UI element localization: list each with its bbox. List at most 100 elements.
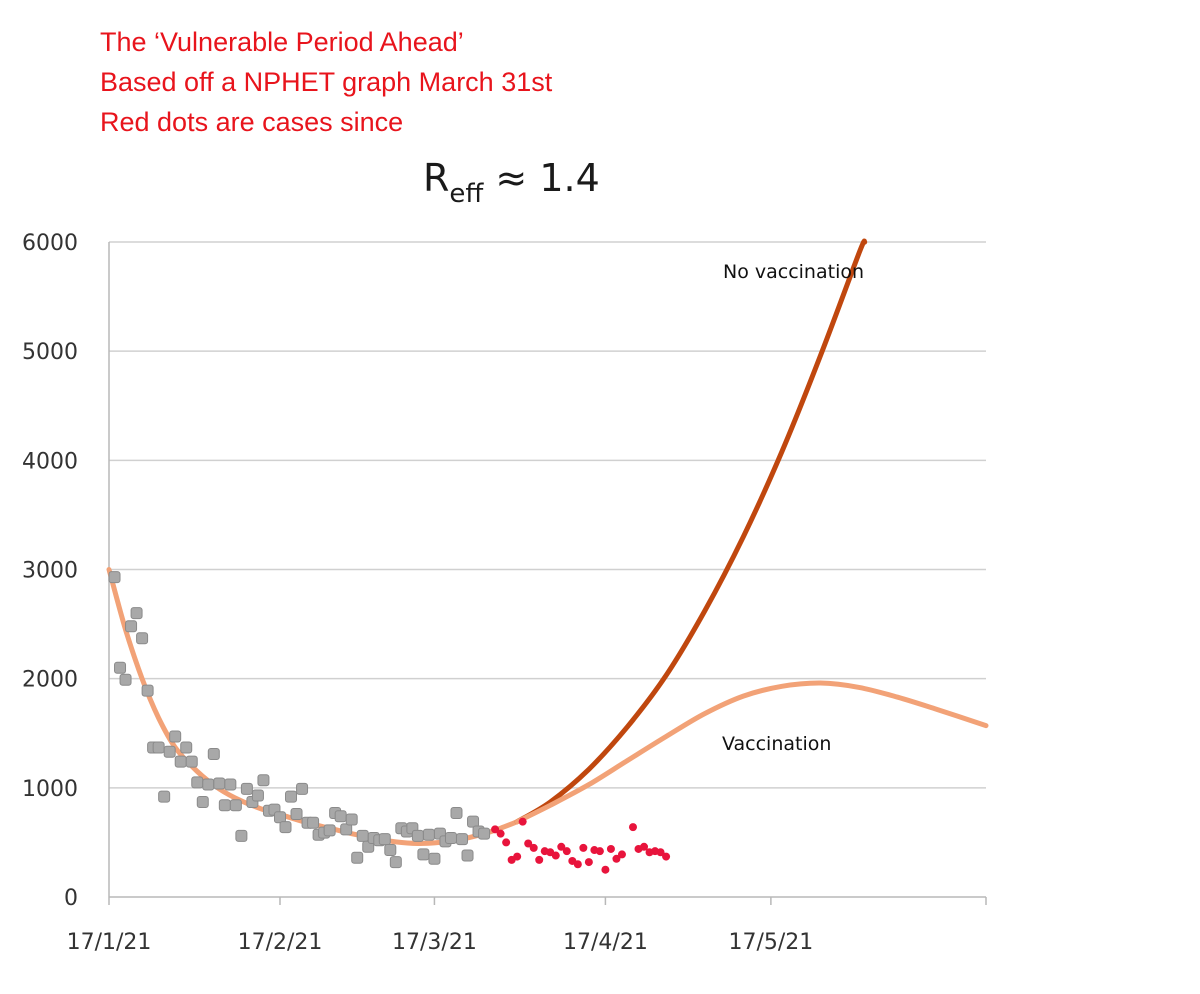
data-point-recent [524, 839, 533, 848]
series-points [108, 571, 671, 874]
data-point-historical [450, 806, 463, 819]
y-tick-labels: 0 1000 2000 3000 4000 5000 6000 [22, 231, 78, 911]
data-point-historical [356, 829, 369, 842]
data-point-historical [257, 774, 270, 787]
data-point-historical [119, 673, 132, 686]
caption-line-title: The ‘Vulnerable Period Ahead’ [100, 27, 464, 57]
data-point-historical [163, 745, 176, 758]
series-lines [106, 238, 989, 847]
y-tick-label: 1000 [22, 777, 78, 802]
y-tick-label: 0 [64, 886, 78, 911]
data-point-historical [417, 848, 430, 861]
annotation-no-vaccination: No vaccination [723, 261, 864, 283]
data-point-historical [196, 796, 209, 809]
x-tick-label: 17/4/21 [563, 930, 648, 955]
data-point-recent [612, 854, 621, 863]
data-point-historical [461, 849, 474, 862]
data-point-recent [557, 842, 566, 851]
data-point-recent [535, 855, 544, 864]
data-point-historical [251, 789, 264, 802]
data-point-recent [513, 852, 522, 861]
data-point-recent [518, 817, 527, 826]
data-point-recent [551, 851, 560, 860]
data-point-historical [478, 827, 491, 840]
y-tick-label: 4000 [22, 449, 78, 474]
data-point-historical [345, 813, 358, 826]
data-point-recent [496, 829, 505, 838]
x-tick-label: 17/3/21 [392, 930, 477, 955]
data-point-historical [384, 844, 397, 857]
y-tick-label: 6000 [22, 231, 78, 256]
data-point-historical [152, 741, 165, 754]
series-line-no-vaccination [514, 238, 868, 825]
annotation-vaccination: Vaccination [722, 733, 831, 755]
data-point-historical [240, 782, 253, 795]
data-point-historical [279, 821, 292, 834]
data-point-historical [307, 816, 320, 829]
data-point-historical [351, 851, 364, 864]
data-point-historical [108, 571, 121, 584]
caption-line-source: Based off a NPHET graph March 31st [100, 67, 553, 97]
chart-title-suffix: ≈ 1.4 [483, 156, 599, 200]
series-line-model-fit [106, 567, 520, 847]
data-point-recent [584, 858, 593, 867]
data-point-historical [296, 782, 309, 795]
data-point-historical [141, 684, 154, 697]
data-point-historical [191, 776, 204, 789]
data-point-historical [158, 790, 171, 803]
data-point-historical [125, 620, 138, 633]
y-tick-label: 2000 [22, 668, 78, 693]
x-tick-label: 17/5/21 [728, 930, 813, 955]
data-point-historical [334, 810, 347, 823]
y-tick-label: 5000 [22, 340, 78, 365]
data-point-historical [428, 852, 441, 865]
data-point-recent [617, 850, 626, 859]
data-point-recent [491, 825, 500, 834]
chart-title-subscript: eff [449, 179, 484, 209]
data-point-historical [174, 755, 187, 768]
data-point-recent [573, 860, 582, 869]
caption-line-note: Red dots are cases since [100, 107, 404, 137]
data-point-historical [130, 607, 143, 620]
data-point-recent [606, 844, 615, 853]
series-line-vaccination [514, 680, 989, 825]
data-point-historical [229, 799, 242, 812]
data-point-historical [207, 747, 220, 760]
x-tick-labels: 17/1/21 17/2/21 17/3/21 17/4/21 17/5/21 [67, 930, 814, 955]
data-point-recent [579, 843, 588, 852]
data-point-historical [136, 632, 149, 645]
chart-title-main: R [423, 156, 449, 200]
x-tick-label: 17/2/21 [238, 930, 323, 955]
data-point-historical [114, 661, 127, 674]
data-point-historical [218, 799, 231, 812]
caption: The ‘Vulnerable Period Ahead’ Based off … [100, 22, 552, 142]
data-point-historical [444, 832, 457, 845]
chart-title: Reff ≈ 1.4 [423, 156, 600, 209]
data-point-historical [185, 755, 198, 768]
data-point-recent [640, 842, 649, 851]
data-point-historical [389, 856, 402, 869]
data-point-historical [224, 778, 237, 791]
data-point-recent [595, 847, 604, 856]
data-point-historical [235, 829, 248, 842]
data-point-recent [529, 843, 538, 852]
data-point-recent [562, 847, 571, 856]
data-point-historical [180, 741, 193, 754]
data-point-recent [628, 823, 637, 832]
data-point-recent [601, 865, 610, 874]
data-point-historical [169, 730, 182, 743]
data-point-historical [378, 833, 391, 846]
grid [109, 241, 986, 789]
data-point-recent [656, 848, 665, 857]
data-point-recent [502, 838, 511, 847]
data-point-historical [290, 808, 303, 821]
data-point-historical [411, 829, 424, 842]
data-point-historical [285, 790, 298, 803]
data-point-historical [456, 833, 469, 846]
data-point-historical [323, 824, 336, 837]
data-point-recent [662, 852, 671, 861]
data-point-historical [422, 828, 435, 841]
data-point-historical [202, 778, 215, 791]
x-tick-label: 17/1/21 [67, 930, 152, 955]
